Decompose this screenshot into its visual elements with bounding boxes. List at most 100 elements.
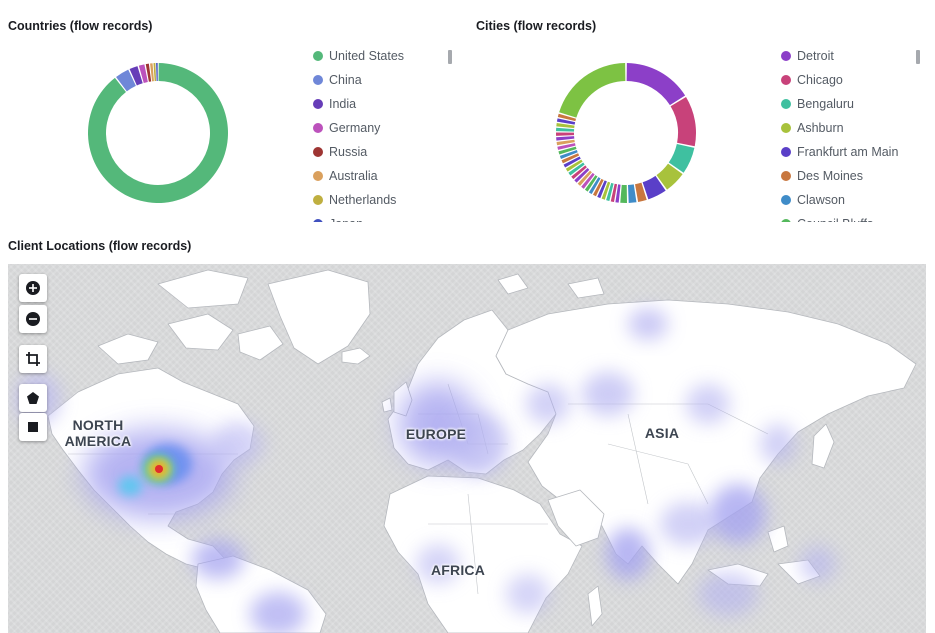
cities-legend-scrollbar[interactable] — [916, 50, 920, 64]
legend-swatch — [313, 123, 323, 133]
cities-slice-other[interactable] — [615, 184, 621, 203]
cities-slice[interactable] — [626, 63, 686, 106]
cities-slice-other[interactable] — [561, 153, 580, 164]
cities-slice-other[interactable] — [588, 177, 601, 195]
cities-slice-other[interactable] — [556, 127, 575, 132]
zoom-in-button[interactable] — [19, 274, 47, 302]
cities-slice-other[interactable] — [557, 113, 577, 122]
cities-slice[interactable] — [620, 184, 627, 204]
cities-slice-other[interactable] — [556, 123, 575, 129]
cities-slice-other[interactable] — [563, 156, 581, 168]
legend-item[interactable]: Frankfurt am Main — [781, 140, 911, 164]
client-locations-map[interactable]: NORTH AMERICA EUROPE ASIA AFRICA — [8, 264, 926, 633]
legend-item[interactable]: Detroit — [781, 44, 911, 68]
legend-label: Australia — [329, 169, 378, 183]
legend-swatch — [313, 171, 323, 181]
cities-slice-other[interactable] — [610, 183, 618, 202]
polygon-icon — [27, 392, 39, 404]
madagascar-landmass — [587, 585, 603, 627]
legend-label: Chicago — [797, 73, 843, 87]
cities-slice-other[interactable] — [606, 182, 614, 201]
legend-item[interactable]: Des Moines — [781, 164, 911, 188]
legend-swatch — [313, 99, 323, 109]
countries-slice[interactable] — [153, 63, 157, 82]
legend-item[interactable]: Bengaluru — [781, 92, 911, 116]
cities-slice-other[interactable] — [558, 146, 577, 155]
heatmap-layer — [16, 308, 836, 633]
legend-label: Russia — [329, 145, 368, 159]
legend-item[interactable]: Council Bluffs — [781, 212, 911, 222]
cities-slice-other[interactable] — [597, 180, 607, 199]
cities-slice-other[interactable] — [571, 165, 587, 180]
countries-title: Countries (flow records) — [8, 19, 153, 33]
legend-label: United States — [329, 49, 405, 63]
cities-slice[interactable] — [668, 144, 695, 173]
countries-legend-scrollbar[interactable] — [448, 50, 452, 64]
legend-label: Bengaluru — [797, 97, 854, 111]
countries-slice[interactable] — [129, 66, 143, 86]
countries-slice[interactable] — [150, 63, 154, 82]
cities-slice[interactable] — [670, 96, 696, 147]
arabia-landmass — [547, 489, 605, 547]
cities-donut-chart[interactable] — [554, 61, 698, 205]
cities-title: Cities (flow records) — [476, 19, 597, 33]
cities-slice-other[interactable] — [556, 132, 575, 136]
cities-slice-other[interactable] — [557, 143, 576, 150]
countries-slice[interactable] — [116, 69, 136, 92]
cities-slice-other[interactable] — [584, 175, 598, 192]
countries-slice[interactable] — [88, 63, 228, 203]
cities-slice-other[interactable] — [592, 178, 604, 197]
legend-item[interactable]: Germany — [313, 116, 443, 140]
legend-swatch — [313, 51, 323, 61]
cities-slice-other[interactable] — [581, 172, 595, 189]
legend-label: Des Moines — [797, 169, 863, 183]
draw-polygon-button[interactable] — [19, 384, 47, 412]
legend-item[interactable]: Australia — [313, 164, 443, 188]
label-africa: AFRICA — [430, 562, 486, 578]
legend-item[interactable]: Clawson — [781, 188, 911, 212]
legend-item[interactable]: Japan — [313, 212, 443, 222]
cities-slice-other[interactable] — [601, 181, 611, 200]
cities-slice-other[interactable] — [565, 159, 583, 172]
legend-item[interactable]: China — [313, 68, 443, 92]
legend-label: Germany — [329, 121, 381, 135]
legend-item[interactable]: Chicago — [781, 68, 911, 92]
draw-rectangle-button[interactable] — [19, 413, 47, 441]
legend-swatch — [781, 99, 791, 109]
northern-islands — [497, 273, 605, 299]
cities-slice[interactable] — [635, 182, 647, 202]
cities-slice-other[interactable] — [556, 136, 575, 141]
legend-swatch — [313, 195, 323, 205]
legend-item[interactable]: Ashburn — [781, 116, 911, 140]
legend-label: China — [329, 73, 362, 87]
cities-slice-other[interactable] — [559, 149, 578, 159]
cities-slice[interactable] — [642, 175, 666, 200]
zoom-out-button[interactable] — [19, 305, 47, 333]
countries-slice[interactable] — [145, 63, 152, 82]
cities-slice-other[interactable] — [556, 118, 576, 125]
greenland-landmass — [267, 269, 371, 365]
rectangle-icon — [28, 422, 38, 432]
cities-slice-other[interactable] — [568, 162, 585, 176]
arctic-islands — [97, 269, 284, 365]
cities-slice-other[interactable] — [577, 170, 592, 186]
cities-slice[interactable] — [628, 184, 637, 203]
legend-swatch — [781, 123, 791, 133]
label-north-america: NORTH AMERICA — [64, 417, 132, 449]
cities-slice-other[interactable] — [574, 168, 590, 183]
countries-slice[interactable] — [156, 63, 158, 82]
cities-slice-other[interactable] — [556, 139, 575, 146]
fit-bounds-button[interactable] — [19, 345, 47, 373]
countries-slice[interactable] — [138, 64, 148, 83]
legend-item[interactable]: Netherlands — [313, 188, 443, 212]
legend-item[interactable]: Russia — [313, 140, 443, 164]
countries-donut-chart[interactable] — [86, 61, 230, 205]
cities-slice[interactable] — [559, 63, 626, 118]
legend-label: Frankfurt am Main — [797, 145, 899, 159]
minus-circle-icon — [26, 312, 40, 326]
legend-item[interactable]: India — [313, 92, 443, 116]
label-asia: ASIA — [644, 425, 680, 441]
legend-label: Detroit — [797, 49, 834, 63]
legend-item[interactable]: United States — [313, 44, 443, 68]
cities-slice[interactable] — [656, 163, 683, 190]
